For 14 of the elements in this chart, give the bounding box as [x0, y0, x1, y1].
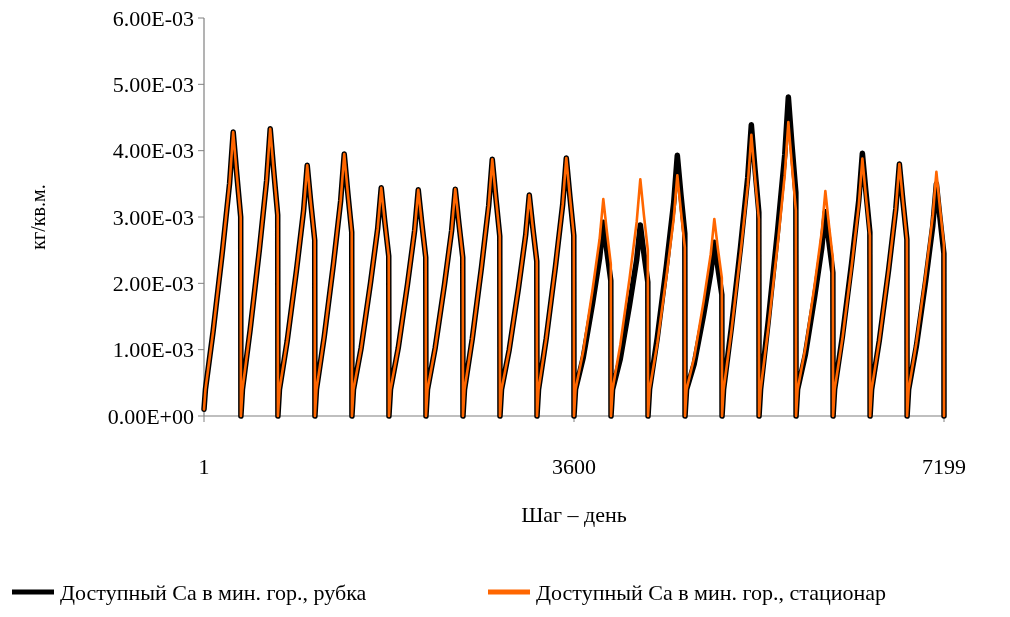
y-axis-title: кг/кв.м.: [27, 184, 49, 250]
x-tick-label: 1: [198, 454, 210, 479]
legend-label: Доступный Ca в мин. гор., рубка: [60, 579, 367, 605]
legend-label: Доступный Ca в мин. гор., стационар: [536, 579, 887, 605]
y-tick-label: 2.00E-03: [112, 271, 194, 297]
y-tick-label: 0.00E+00: [107, 403, 194, 429]
x-tick-label: 3600: [552, 454, 596, 479]
y-tick-label: 4.00E-03: [112, 138, 194, 164]
y-tick-label: 1.00E-03: [112, 337, 194, 363]
y-tick-label: 3.00E-03: [112, 204, 194, 230]
x-axis-title: Шаг – день: [521, 502, 627, 527]
x-tick-label: 7199: [922, 454, 966, 479]
y-tick-label: 6.00E-03: [112, 5, 194, 31]
y-tick-label: 5.00E-03: [112, 72, 194, 98]
